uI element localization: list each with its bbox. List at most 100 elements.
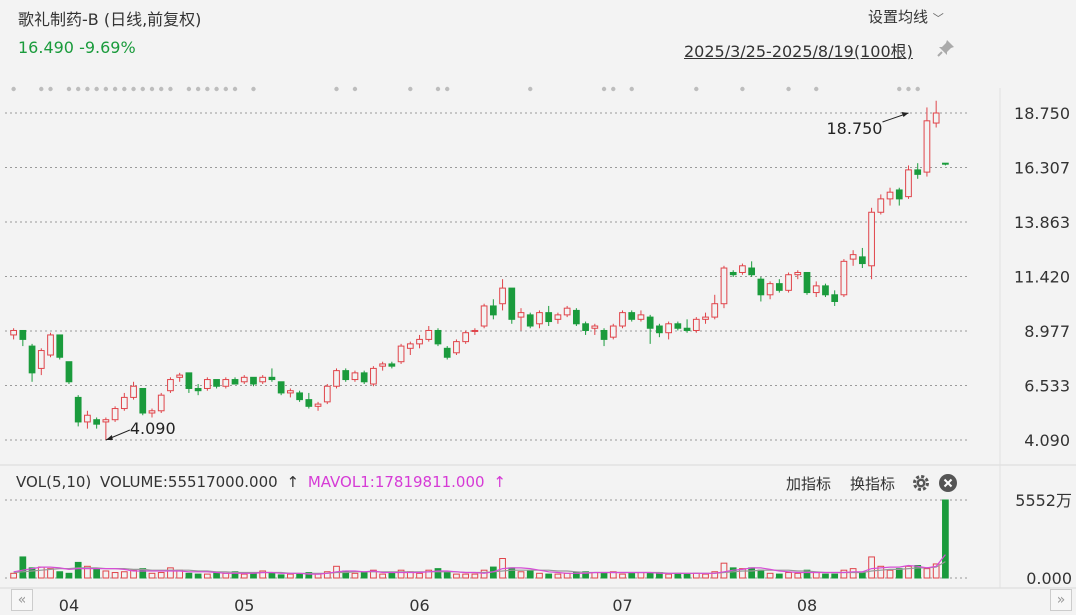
double-chevron-right-icon[interactable]: »: [1050, 589, 1072, 611]
event-marker: [131, 86, 136, 92]
volume-bar: [111, 572, 119, 579]
price-tick-label: 6.533: [1024, 377, 1070, 396]
volume-bar: [646, 572, 654, 579]
mavol-arrow: ↑: [493, 473, 506, 491]
volume-bar: [914, 565, 922, 579]
volume-bar: [157, 572, 165, 579]
candle-body: [489, 305, 497, 316]
candle-body: [231, 379, 239, 385]
mavol5-line: [13, 554, 946, 575]
event-marker: [223, 86, 228, 92]
event-marker: [85, 86, 90, 92]
candle-body: [37, 350, 45, 369]
volume-bar: [702, 573, 709, 579]
event-marker: [334, 86, 339, 92]
volume-arrow: ↑: [286, 473, 300, 491]
candle-body: [877, 198, 885, 213]
volume-bar: [10, 572, 17, 579]
volume-bar: [120, 571, 128, 579]
candle-body: [536, 312, 543, 325]
volume-bar: [259, 570, 267, 579]
candle-body: [563, 307, 571, 316]
event-marker: [112, 86, 118, 92]
x-tick-label: 06: [409, 596, 429, 615]
candle-body: [342, 370, 350, 381]
event-marker: [168, 86, 173, 92]
volume-bar: [573, 572, 580, 579]
candle-body: [268, 376, 276, 381]
candle-body: [305, 399, 313, 407]
candle-body: [526, 314, 534, 327]
candle-body: [277, 381, 285, 394]
candle-body: [702, 316, 709, 320]
volume-bar: [600, 572, 608, 579]
event-marker: [149, 86, 155, 92]
candle-body: [591, 325, 599, 329]
volume-bar: [554, 573, 562, 579]
candle-body: [370, 367, 377, 385]
date-range-label[interactable]: 2025/3/25-2025/8/19(100根): [684, 42, 913, 61]
volume-bar: [268, 572, 276, 579]
volume-bar: [462, 573, 470, 579]
candle-body: [120, 396, 128, 410]
candle-body: [102, 419, 110, 423]
volume-bar: [849, 568, 857, 579]
volume-bar: [434, 568, 442, 579]
switch-indicator-button[interactable]: 换指标: [850, 475, 896, 493]
volume-bar: [240, 573, 248, 579]
event-marker: [214, 86, 219, 92]
gear-icon[interactable]: [911, 473, 931, 493]
volume-bar: [545, 573, 553, 579]
volume-bar: [563, 572, 571, 579]
mavol-value: MAVOL1:17819811.000: [307, 473, 485, 491]
vol-label: VOL(5,10): [16, 473, 92, 491]
candle-body: [656, 325, 663, 334]
x-tick-label: 04: [59, 596, 79, 615]
x-tick-label: 08: [797, 596, 817, 615]
volume-bar: [277, 574, 285, 579]
candle-body: [683, 327, 691, 331]
candle-body: [323, 385, 331, 403]
double-chevron-left-icon[interactable]: «: [11, 589, 33, 611]
candle-body: [65, 361, 73, 383]
price-tick-label: 4.090: [1024, 431, 1070, 450]
event-marker: [11, 86, 16, 92]
volume-header: VOL(5,10) VOLUME:55517000.000 ↑ MAVOL1:1…: [16, 473, 510, 491]
candle-body: [665, 323, 672, 334]
add-indicator-button[interactable]: 加指标: [786, 475, 832, 493]
candle-body: [139, 387, 147, 414]
event-marker: [906, 86, 911, 92]
event-marker: [611, 86, 616, 92]
candle-body: [425, 329, 433, 340]
candle-body: [499, 287, 506, 305]
volume-bar: [370, 569, 377, 579]
candle-body: [130, 385, 137, 398]
candle-body: [582, 323, 589, 331]
candle-body: [905, 169, 912, 198]
close-icon[interactable]: [938, 473, 958, 493]
candle-body: [47, 334, 54, 356]
event-marker: [122, 86, 127, 92]
volume-bar: [942, 499, 949, 579]
candle-body: [886, 191, 894, 200]
volume-bar: [877, 565, 885, 579]
candle-body: [259, 376, 267, 383]
volume-bar: [840, 569, 848, 579]
pin-icon[interactable]: [936, 38, 956, 58]
ma-settings-button[interactable]: 设置均线 ﹀: [868, 6, 944, 27]
event-marker: [601, 86, 607, 92]
candle-body: [250, 376, 257, 385]
event-marker: [897, 86, 902, 92]
volume-bar: [323, 571, 331, 579]
high-marker-arrowhead: [901, 112, 909, 117]
candle-body: [600, 329, 608, 340]
event-marker: [408, 86, 413, 92]
candle-body: [388, 363, 396, 367]
candle-body: [822, 285, 829, 296]
volume-bar: [296, 573, 303, 579]
volume-bar: [287, 573, 294, 579]
candle-body: [406, 343, 414, 349]
volume-bar: [65, 572, 73, 579]
candle-body: [157, 394, 165, 412]
